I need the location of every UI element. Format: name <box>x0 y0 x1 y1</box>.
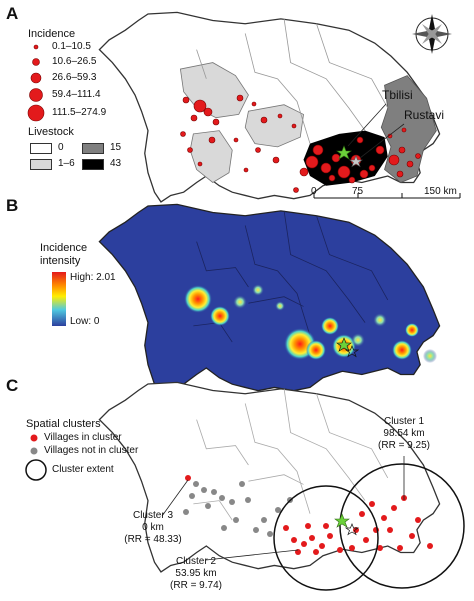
livestock-swatch-0 <box>30 143 52 154</box>
cluster-2-rr: (RR = 9.74) <box>170 580 222 591</box>
panel-a-letter: A <box>6 4 19 23</box>
cluster-3-label: Cluster 3 0 km (RR = 48.33) <box>118 510 188 546</box>
incidence-class-4: 59.4–111.4 <box>52 89 101 100</box>
livestock-class-2: 15 <box>110 142 122 153</box>
region-grey-center <box>244 104 304 148</box>
rustavi-star-b <box>344 345 360 358</box>
incidence-class-2: 10.6–26.5 <box>52 56 97 67</box>
not-in-cluster-symbol <box>30 447 38 455</box>
panel-b-letter: B <box>6 196 19 215</box>
livestock-legend-title: Livestock <box>28 126 74 138</box>
incidence-class-5: 111.5–274.9 <box>52 107 107 118</box>
panel-c-letter: C <box>6 376 19 395</box>
cluster-3-name: Cluster 3 <box>132 510 173 521</box>
incidence-legend-title: Incidence <box>28 28 76 40</box>
livestock-class-0: 0 <box>58 142 64 153</box>
livestock-swatch-2 <box>82 143 104 154</box>
not-in-cluster-label: Villages not in cluster <box>44 445 139 456</box>
livestock-class-3: 43 <box>110 158 122 169</box>
tbilisi-star-b <box>336 337 352 352</box>
intensity-ramp <box>52 272 66 326</box>
tbilisi-star-c <box>334 513 350 528</box>
cluster-1-name: Cluster 1 <box>383 416 424 427</box>
incidence-class-3: 26.6–59.3 <box>52 72 97 83</box>
incidence-dots <box>180 94 421 193</box>
rustavi-star-c <box>344 523 360 536</box>
rustavi-label: Rustavi <box>404 108 445 122</box>
tbilisi-label: Tbilisi <box>382 88 413 102</box>
incidence-legend-symbols <box>27 44 45 122</box>
livestock-swatch-3 <box>82 159 104 170</box>
cluster-1-extent <box>339 463 465 589</box>
cluster-extent-label: Cluster extent <box>52 464 114 475</box>
scale-bar <box>313 193 461 199</box>
map-b <box>98 203 441 395</box>
cluster-3-radius: 0 km <box>142 522 164 533</box>
intensity-title-1: Incidence <box>40 242 88 254</box>
cluster-2-name: Cluster 2 <box>175 556 216 567</box>
livestock-class-1: 1–6 <box>58 158 75 169</box>
scale-tick-75: 75 <box>352 186 364 197</box>
cluster-1-label: Cluster 1 98.54 km (RR = 9.25) <box>372 416 436 452</box>
incidence-class-1: 0.1–10.5 <box>52 41 91 52</box>
in-cluster-symbol <box>30 434 38 442</box>
livestock-swatch-1 <box>30 159 52 170</box>
cluster-2-label: Cluster 2 53.95 km (RR = 9.74) <box>164 556 228 592</box>
cluster-3-rr: (RR = 48.33) <box>124 534 182 545</box>
tbilisi-star-a <box>336 145 352 160</box>
cluster-2-extent <box>273 485 379 591</box>
intensity-low: Low: 0 <box>70 316 100 327</box>
heat-spots <box>184 284 437 363</box>
map-a <box>98 11 441 203</box>
scale-tick-150: 150 km <box>424 186 457 197</box>
compass-icon <box>412 14 452 54</box>
scale-tick-0: 0 <box>311 186 317 197</box>
spatial-clusters-title: Spatial clusters <box>26 418 101 430</box>
region-grey-sw <box>189 130 233 183</box>
rustavi-star-a <box>349 155 363 168</box>
cluster-1-radius: 98.54 km <box>383 428 425 439</box>
intensity-high: High: 2.01 <box>70 272 116 283</box>
cluster-extent-symbol <box>25 459 47 481</box>
intensity-title-2: intensity <box>40 255 81 267</box>
in-cluster-label: Villages in cluster <box>44 432 122 443</box>
map-c <box>98 381 441 573</box>
cluster-2-radius: 53.95 km <box>175 568 217 579</box>
cluster-1-rr: (RR = 9.25) <box>378 440 430 451</box>
